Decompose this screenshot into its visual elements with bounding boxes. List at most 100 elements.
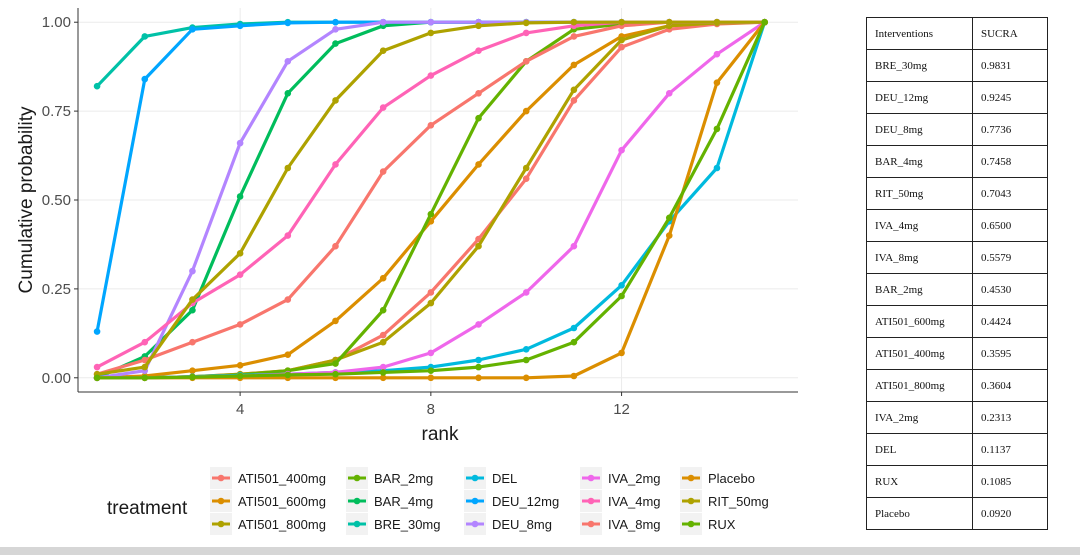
data-point — [475, 22, 482, 30]
sucra-row: IVA_8mg 0.5579 — [866, 241, 1048, 274]
sucra-value-cell: 0.1085 — [972, 465, 1048, 498]
sucra-row: IVA_4mg 0.6500 — [866, 209, 1048, 242]
sucra-header-cell: SUCRA — [972, 17, 1048, 50]
legend-item: Placebo — [680, 467, 755, 489]
sucra-table: Interventions SUCRA BRE_30mg 0.9831 DEU_12mg… — [866, 17, 1048, 530]
sucra-row: ATI501_800mg 0.3604 — [866, 369, 1048, 402]
sucra-value-cell: 0.1137 — [972, 433, 1048, 466]
data-point — [427, 349, 435, 357]
data-point — [427, 72, 435, 79]
sucra-value-cell: 0.7043 — [972, 177, 1048, 210]
data-point — [189, 26, 196, 33]
axis-layer: 0.00 0.25 0.50 0.75 1.00 4 8 12 — [42, 8, 798, 418]
data-point — [522, 374, 530, 382]
data-point — [570, 18, 578, 26]
cumulative-rank-chart: 0.00 0.25 0.50 0.75 1.00 4 8 12 rank Cumulative… — [16, 8, 798, 535]
sucra-intervention-cell: IVA_4mg — [866, 209, 973, 242]
legend-item: ATI501_400mg — [210, 467, 326, 489]
legend-item: IVA_2mg — [580, 467, 661, 489]
data-point — [713, 79, 721, 86]
sucra-value-cell: 0.2313 — [972, 401, 1048, 434]
data-point — [475, 363, 482, 371]
data-point — [379, 104, 387, 111]
sucra-value-cell: 0.7736 — [972, 113, 1048, 146]
x-tick-label: 4 — [236, 401, 244, 418]
data-point — [93, 328, 101, 335]
data-point — [379, 18, 387, 26]
legend-item: IVA_4mg — [580, 490, 661, 512]
sucra-value-cell: 0.5579 — [972, 241, 1048, 274]
data-point — [522, 356, 530, 364]
series-RUX — [93, 18, 768, 382]
sucra-value-cell: 0.0920 — [972, 497, 1048, 530]
sucra-intervention-cell: DEL — [866, 433, 973, 466]
y-tick-label: 0.00 — [42, 370, 71, 387]
legend-key-point — [587, 474, 595, 482]
data-point — [570, 33, 578, 40]
sucra-row: DEL 0.1137 — [866, 433, 1048, 466]
data-point — [475, 374, 482, 382]
data-point — [522, 346, 530, 353]
legend-label: BAR_4mg — [374, 494, 433, 509]
data-point — [713, 164, 721, 172]
sucra-header-cell: Interventions — [866, 17, 973, 50]
data-point — [332, 370, 339, 378]
data-point — [141, 356, 149, 364]
legend-key-point — [471, 520, 479, 528]
data-point — [475, 47, 482, 54]
data-point — [618, 146, 625, 154]
data-point — [475, 90, 482, 97]
data-point — [665, 18, 673, 26]
sucra-intervention-cell: RIT_50mg — [866, 177, 973, 210]
legend-item: DEU_12mg — [464, 490, 559, 512]
data-point — [427, 18, 435, 26]
data-point — [332, 40, 339, 47]
data-point — [284, 58, 292, 65]
legend-label: DEU_8mg — [492, 517, 552, 532]
data-point — [427, 29, 435, 37]
legend-item: BRE_30mg — [346, 513, 440, 535]
data-point — [618, 292, 625, 300]
sucra-value-cell: 0.7458 — [972, 145, 1048, 178]
data-point — [618, 349, 625, 357]
legend-item: RIT_50mg — [680, 490, 769, 512]
data-point — [236, 362, 244, 369]
legend-label: Placebo — [708, 471, 755, 486]
sucra-table-body: Interventions SUCRA BRE_30mg 0.9831 DEU_12mg… — [866, 17, 1048, 530]
data-point — [427, 122, 435, 129]
series-layer — [93, 18, 768, 382]
sucra-row: DEU_8mg 0.7736 — [866, 113, 1048, 146]
data-point — [570, 61, 578, 69]
sucra-row: ATI501_600mg 0.4424 — [866, 305, 1048, 338]
sucra-row: BAR_2mg 0.4530 — [866, 273, 1048, 306]
legend-label: RUX — [708, 517, 736, 532]
sucra-intervention-cell: DEU_12mg — [866, 81, 973, 114]
data-point — [284, 371, 292, 379]
data-point — [284, 296, 292, 303]
y-tick-label: 0.50 — [42, 192, 71, 209]
data-point — [379, 47, 387, 54]
data-point — [427, 367, 435, 374]
legend-key-point — [587, 497, 595, 505]
sucra-value-cell: 0.3595 — [972, 337, 1048, 370]
legend-key-point — [353, 474, 361, 482]
y-tick-label: 1.00 — [42, 14, 71, 31]
data-point — [93, 363, 101, 371]
legend-label: ATI501_800mg — [238, 517, 326, 532]
data-point — [236, 321, 244, 328]
legend-label: IVA_2mg — [608, 471, 661, 486]
data-point — [522, 289, 530, 296]
data-point — [284, 164, 292, 172]
data-point — [93, 374, 101, 382]
legend-key-point — [687, 497, 695, 505]
data-point — [379, 331, 387, 339]
sucra-value-cell: 0.6500 — [972, 209, 1048, 242]
data-point — [332, 317, 339, 325]
data-point — [332, 26, 339, 33]
data-point — [522, 19, 530, 27]
data-point — [189, 373, 196, 381]
data-point — [475, 356, 482, 364]
data-point — [379, 168, 387, 175]
data-point — [189, 338, 196, 346]
legend-item: BAR_2mg — [346, 467, 433, 489]
